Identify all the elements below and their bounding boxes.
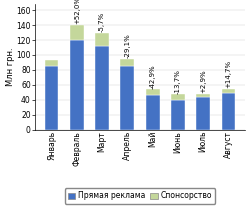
Bar bbox=[222, 89, 235, 93]
Bar bbox=[44, 66, 59, 130]
Bar bbox=[146, 89, 160, 95]
Y-axis label: Млн грн.: Млн грн. bbox=[6, 48, 15, 86]
Bar bbox=[95, 46, 109, 130]
Bar bbox=[44, 60, 59, 66]
Text: -5,7%: -5,7% bbox=[99, 11, 105, 32]
Text: -13,7%: -13,7% bbox=[175, 69, 181, 94]
Bar bbox=[196, 94, 210, 97]
Bar bbox=[171, 100, 185, 130]
Bar bbox=[196, 97, 210, 130]
Text: +2,9%: +2,9% bbox=[200, 69, 206, 93]
Bar bbox=[120, 66, 134, 130]
Bar bbox=[70, 40, 84, 130]
Bar bbox=[222, 93, 235, 130]
Text: -29,1%: -29,1% bbox=[124, 33, 130, 58]
Text: +14,7%: +14,7% bbox=[226, 60, 232, 88]
Bar bbox=[120, 59, 134, 66]
Text: +52,0%: +52,0% bbox=[74, 0, 80, 24]
Legend: Прямая реклама, Спонсорство: Прямая реклама, Спонсорство bbox=[64, 188, 216, 204]
Bar bbox=[70, 25, 84, 40]
Text: -42,9%: -42,9% bbox=[150, 64, 156, 89]
Bar bbox=[95, 33, 109, 46]
Bar bbox=[171, 94, 185, 100]
Bar bbox=[146, 95, 160, 130]
